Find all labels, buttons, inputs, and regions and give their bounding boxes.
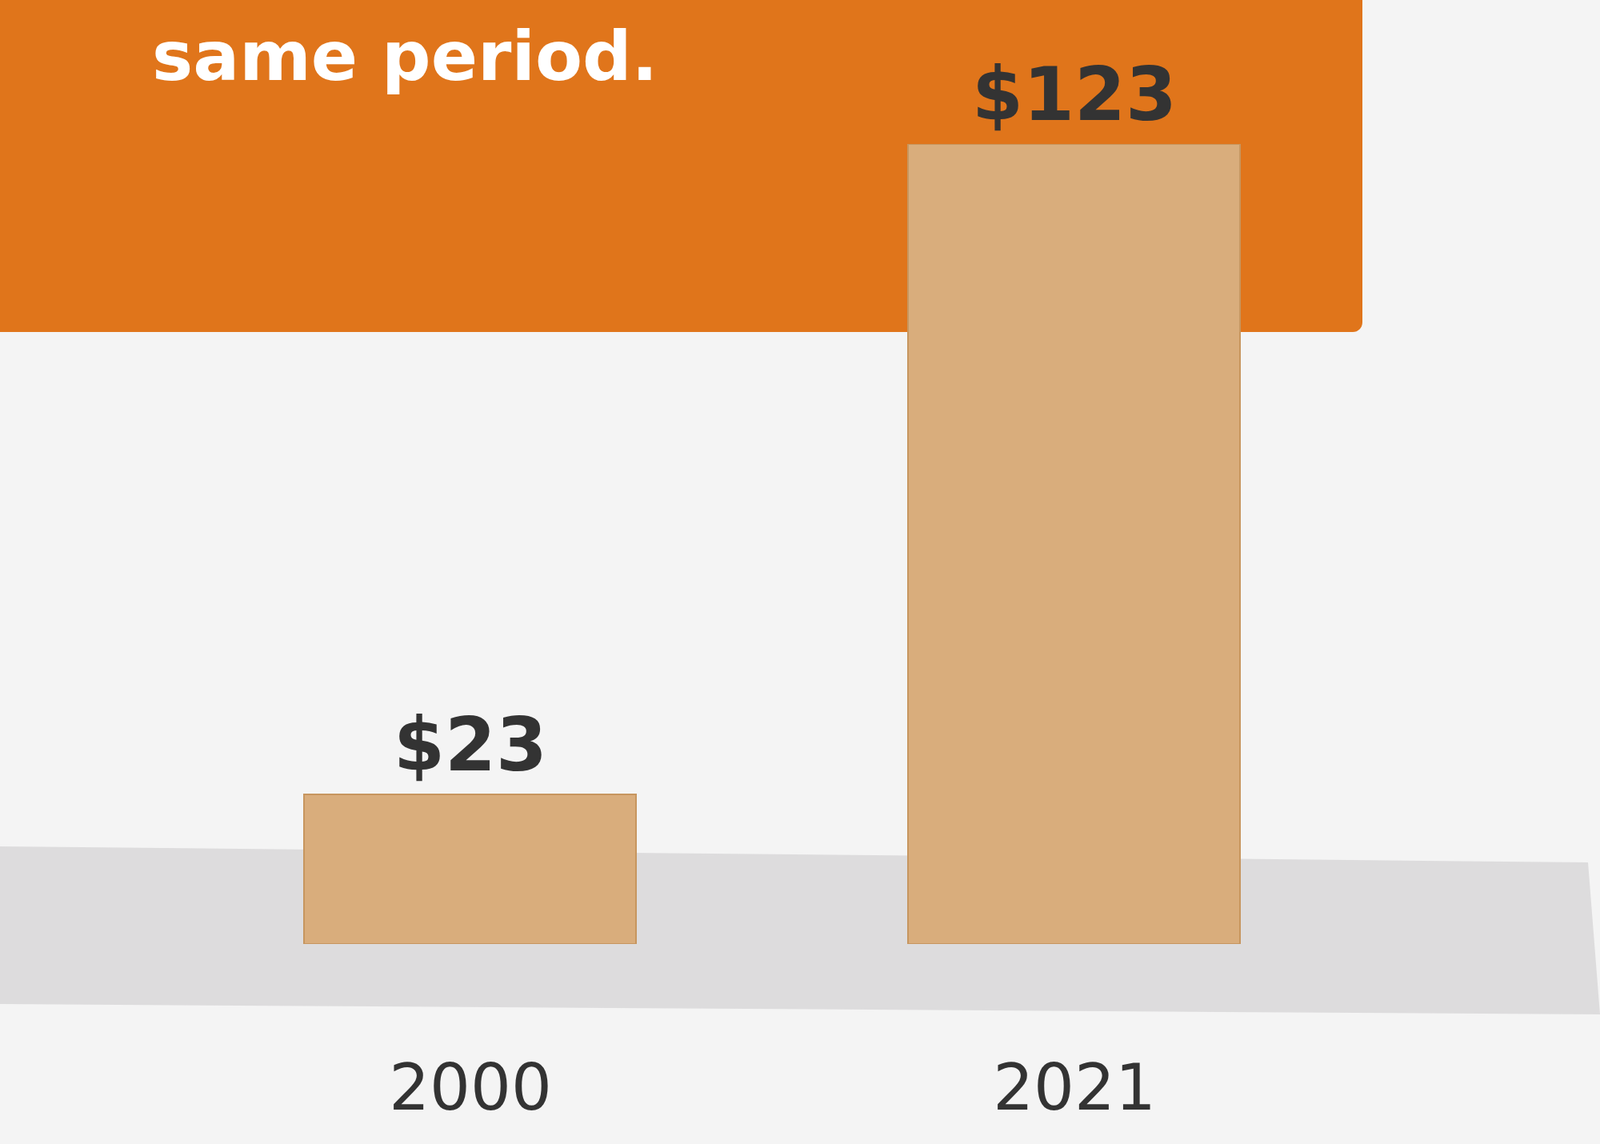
svg-text:$123: $123 xyxy=(972,52,1177,138)
html-text:same period.: same period. xyxy=(152,16,658,96)
svg-text:2000: 2000 xyxy=(388,1050,552,1125)
svg-text:$23: $23 xyxy=(393,702,548,788)
svg-text:2021: 2021 xyxy=(992,1050,1156,1125)
